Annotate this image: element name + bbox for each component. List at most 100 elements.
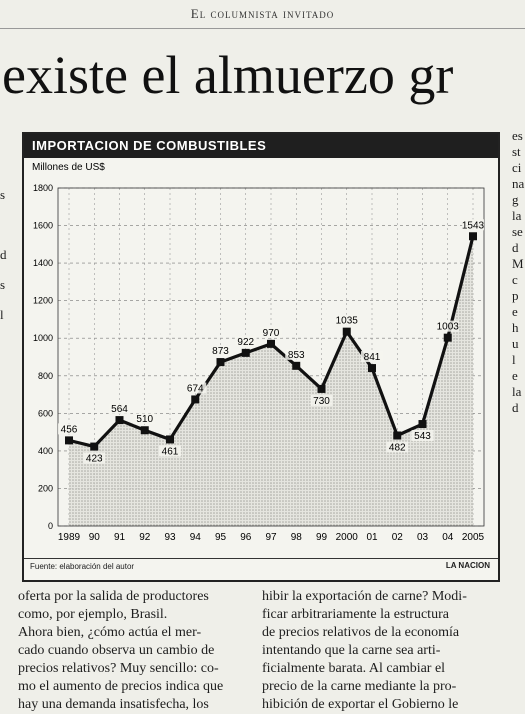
data-label-bg [310, 394, 333, 406]
data-label-bg [462, 219, 484, 231]
text-line: precio de la carne mediante la pro- [262, 679, 457, 694]
headline: existe el almuerzo gr [0, 40, 525, 110]
cropped-text-fragment: g [512, 192, 519, 207]
data-point-marker [166, 435, 174, 444]
body-column-right: hibir la exportación de carne? Modi-fica… [262, 588, 507, 714]
text-line: precios relativos? Muy sencillo: co- [18, 661, 219, 676]
data-label-bg [234, 335, 257, 347]
x-tick-label: 97 [265, 532, 277, 543]
data-point-marker [443, 333, 452, 342]
text-line: de precios relativos de la economía [262, 625, 460, 640]
data-label: 922 [237, 337, 254, 348]
x-tick-label: 93 [164, 532, 176, 543]
data-label-bg [159, 445, 181, 457]
x-tick-label: 98 [291, 532, 303, 543]
y-tick-label: 1200 [33, 296, 53, 306]
text-line: cado cuando observa un cambio de [18, 643, 215, 658]
cropped-text-fragment: e [512, 368, 518, 383]
cropped-text-fragment: st [512, 144, 521, 159]
data-point-marker [115, 416, 124, 425]
y-tick-label: 400 [38, 446, 53, 456]
data-label-bg [58, 423, 80, 435]
cropped-text-fragment: l [0, 307, 4, 322]
data-point-marker [418, 420, 427, 429]
cropped-text-fragment: la [512, 208, 522, 223]
headline-text: existe el almuerzo gr [2, 45, 454, 105]
x-tick-label: 02 [392, 532, 404, 543]
cropped-text-fragment: c [512, 272, 518, 287]
data-label: 730 [313, 396, 330, 407]
data-label: 482 [389, 442, 406, 453]
cropped-text-fragment: M [512, 256, 524, 271]
text-line: mo el aumento de precios indica que [18, 679, 224, 694]
cropped-text-fragment: la [512, 384, 522, 399]
data-label: 873 [212, 346, 229, 357]
data-point-marker [216, 358, 225, 367]
cropped-text-fragment: s [0, 187, 6, 202]
y-tick-label: 0 [48, 521, 53, 531]
chart-source: Fuente: elaboración del autor [30, 562, 135, 571]
cropped-text-fragment: u [512, 336, 519, 351]
data-label: 423 [86, 454, 103, 465]
y-axis-label: Millones de US$ [32, 162, 105, 173]
x-tick-label: 90 [89, 532, 101, 543]
data-label: 853 [288, 350, 305, 361]
data-label: 1543 [462, 220, 485, 231]
data-point-marker [140, 426, 149, 435]
data-label-bg [411, 430, 434, 442]
cropped-text-fragment: l [512, 352, 516, 367]
data-label: 564 [111, 404, 128, 415]
y-tick-label: 1600 [33, 221, 53, 231]
data-label-bg [209, 345, 232, 357]
y-tick-label: 1000 [33, 333, 53, 343]
data-point-marker [368, 364, 376, 373]
cropped-text-fragment: ci [512, 160, 522, 175]
cropped-text-fragment [512, 416, 525, 432]
text-line: intentando que la carne sea arti- [262, 643, 441, 658]
x-tick-label: 91 [114, 532, 126, 543]
cropped-text-fragment [512, 432, 525, 448]
y-tick-label: 1400 [33, 258, 53, 268]
data-label: 1035 [336, 316, 359, 327]
data-label-bg [184, 382, 207, 394]
data-label: 461 [162, 446, 179, 457]
y-tick-label: 1800 [33, 183, 53, 193]
data-label: 970 [263, 328, 280, 339]
data-point-marker [317, 384, 326, 393]
data-label: 456 [61, 424, 78, 435]
data-label: 1003 [437, 322, 460, 333]
data-label-bg [133, 413, 156, 425]
chart-credit: LA NACION [445, 561, 490, 570]
chart-title-bar: IMPORTACION DE COMBUSTIBLES [24, 134, 498, 158]
chart-footer-divider [24, 558, 498, 559]
header-divider [0, 28, 525, 29]
data-label-bg [386, 441, 409, 453]
cropped-text-fragment: d [512, 400, 519, 415]
x-tick-label: 92 [139, 532, 151, 543]
cropped-text-fragment: se [512, 224, 523, 239]
body-column-left: oferta por la salida de productores como,… [18, 588, 263, 714]
data-point-marker [241, 348, 250, 357]
y-tick-label: 200 [38, 483, 53, 493]
cropped-text-fragment: d [0, 247, 7, 262]
x-tick-label: 99 [316, 532, 328, 543]
cropped-text-fragment: p [512, 288, 519, 303]
data-label: 510 [136, 414, 153, 425]
x-tick-label: 94 [190, 532, 202, 543]
cropped-text-fragment: s [0, 277, 6, 292]
data-point-marker [292, 361, 301, 370]
data-label: 674 [187, 383, 204, 394]
text-line: ficar arbitrariamente la estructura [262, 607, 449, 622]
x-tick-label: 2000 [336, 532, 359, 543]
x-tick-label: 03 [417, 532, 429, 543]
text-line: oferta por la salida de productores [18, 589, 209, 604]
data-label-bg [361, 351, 383, 363]
data-label-bg [436, 320, 459, 332]
x-tick-label: 2005 [462, 532, 485, 543]
cropped-text-fragment: h [512, 320, 519, 335]
data-point-marker [267, 339, 275, 348]
cropped-text-fragment: es [512, 128, 523, 143]
data-label-bg [335, 314, 358, 326]
